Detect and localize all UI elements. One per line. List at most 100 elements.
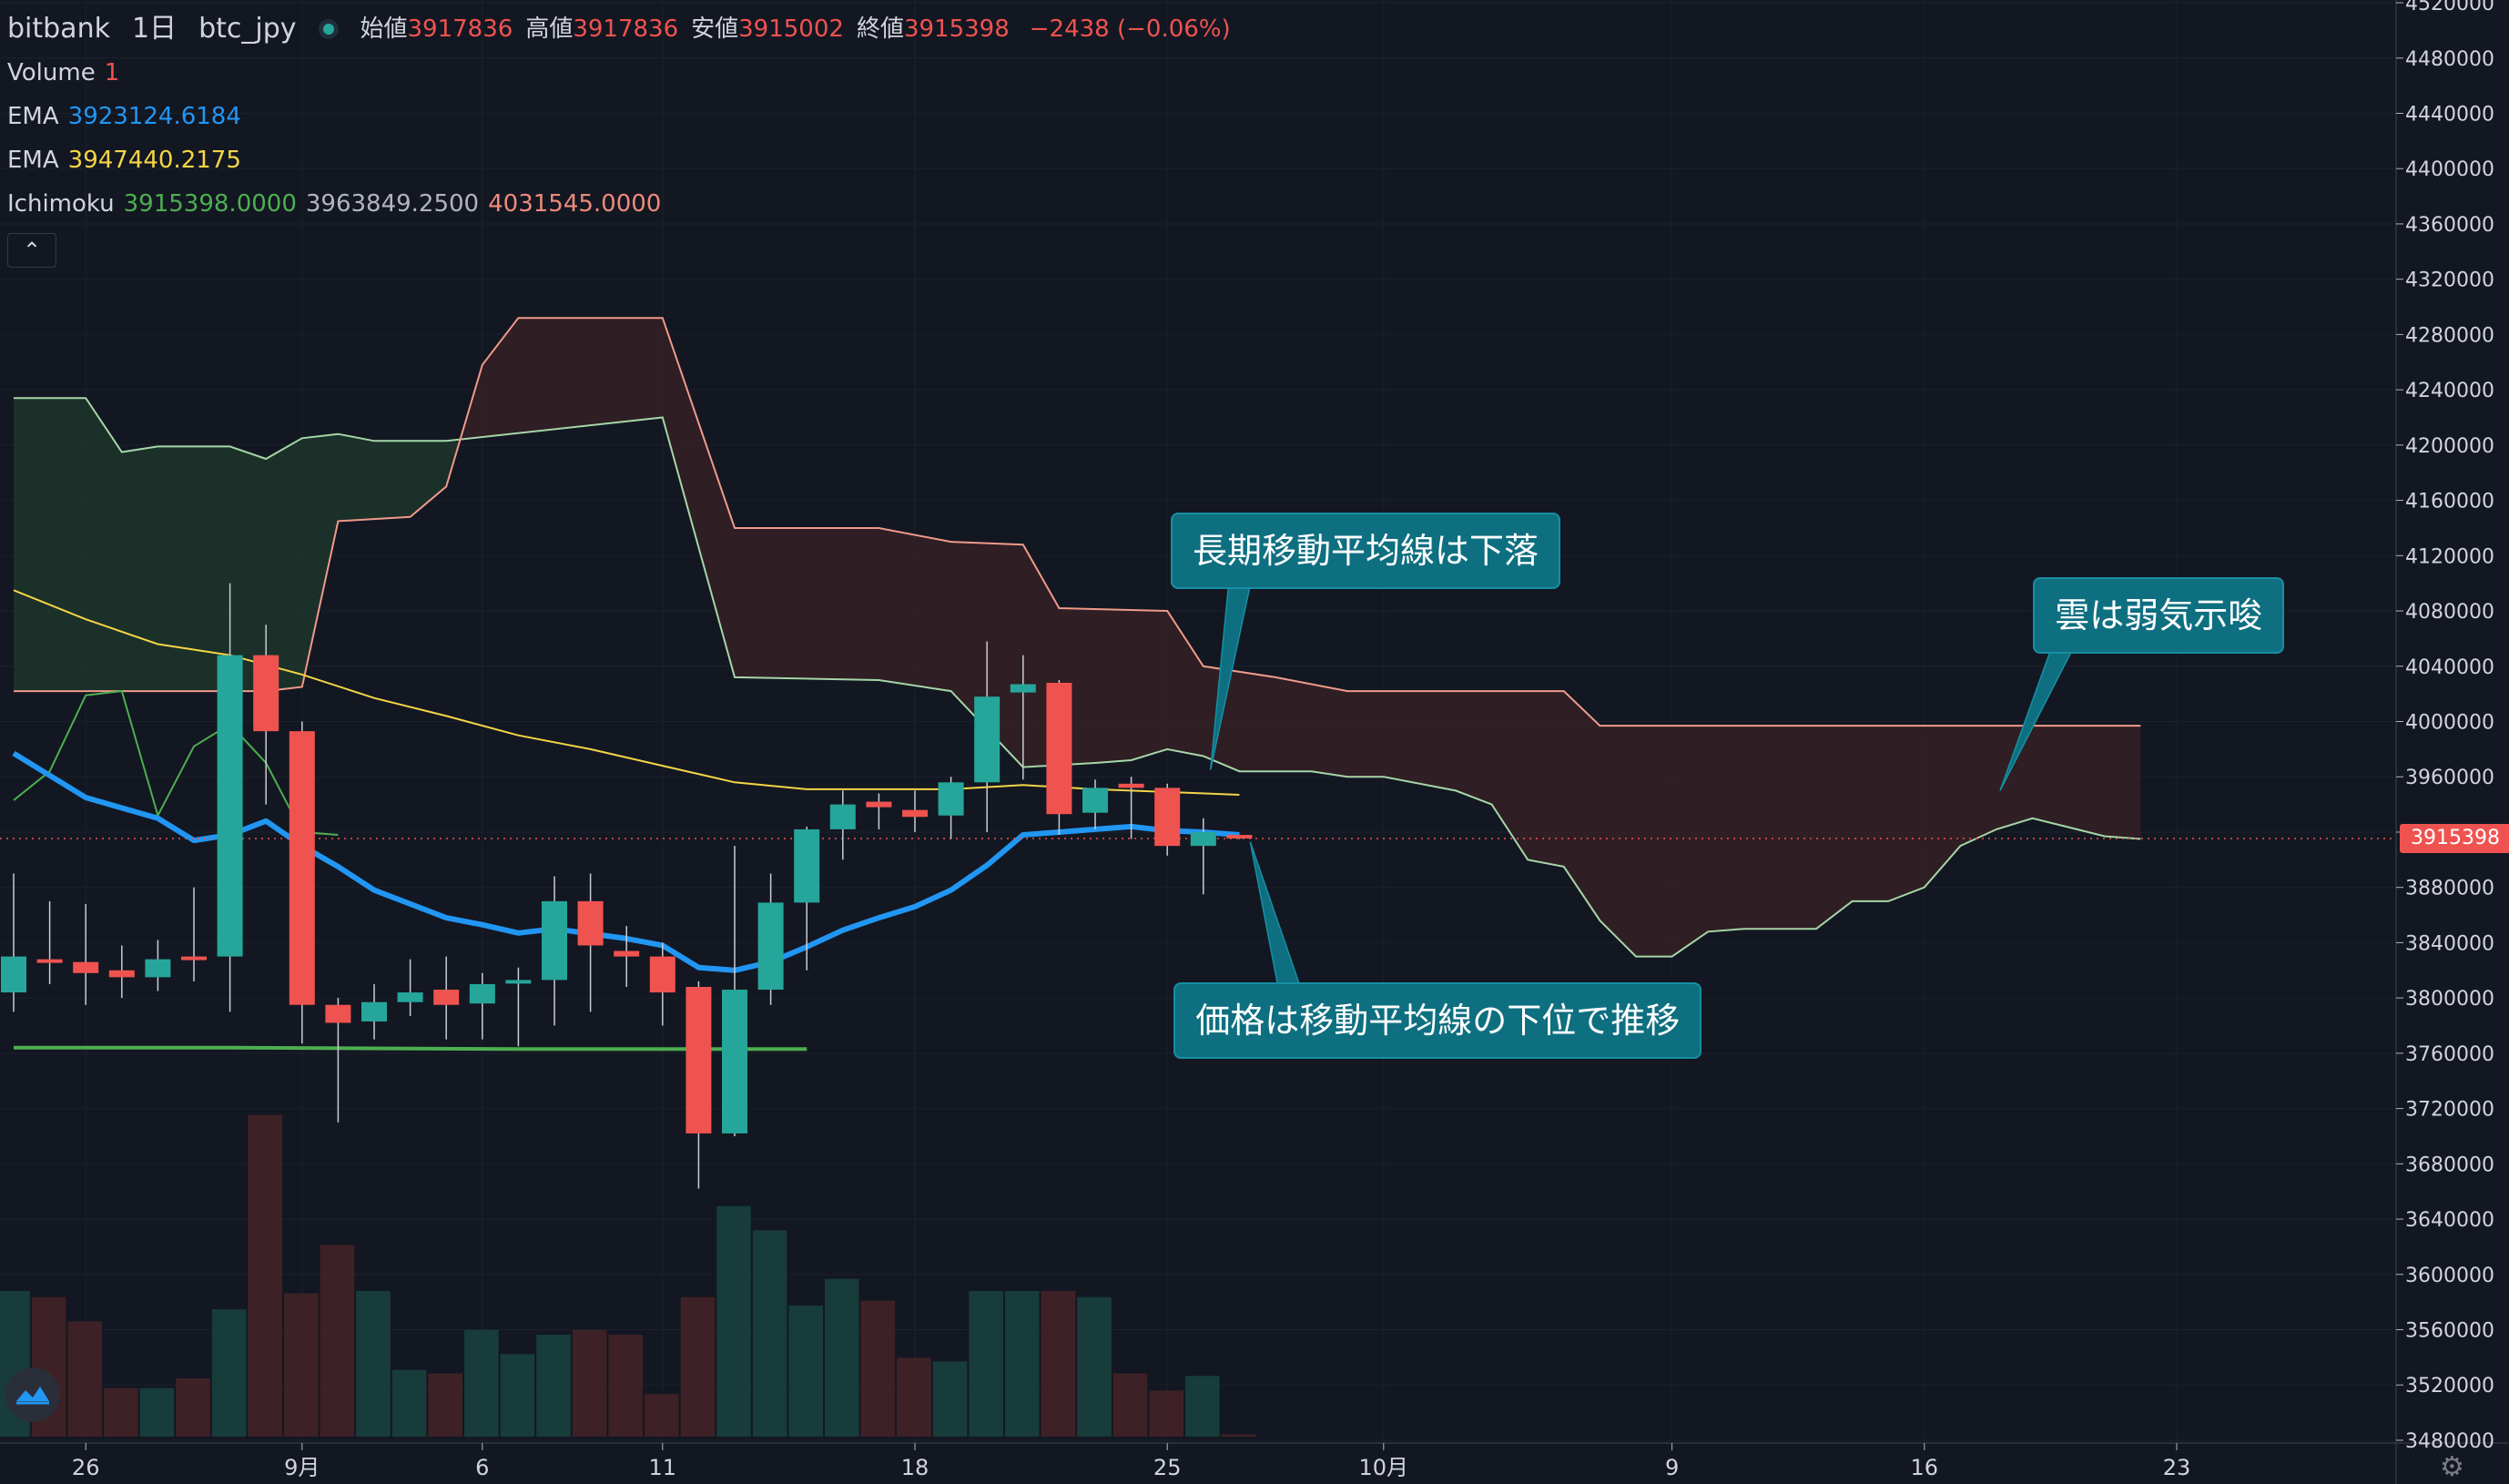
price-change: −2438 (−0.06%)	[1029, 15, 1231, 43]
chevron-up-icon: ⌃	[22, 238, 42, 263]
y-tick-label: 4200000	[2405, 435, 2494, 458]
symbol-interval[interactable]: 1日	[131, 13, 178, 45]
current-price-label: 3915398	[2400, 823, 2509, 853]
volume-bar	[1041, 1291, 1076, 1437]
volume-bar	[897, 1357, 931, 1437]
volume-bar	[428, 1373, 462, 1437]
chikou-span-line	[13, 690, 339, 836]
candle-body	[1, 956, 26, 993]
indicator-row[interactable]: Volume 1	[7, 51, 1231, 95]
symbol-exchange[interactable]: bitbank	[7, 13, 110, 45]
y-tick-label: 3640000	[2405, 1209, 2494, 1232]
indicator-label: EMA	[7, 103, 59, 130]
x-tick-label: 25	[1153, 1455, 1182, 1480]
y-tick-label: 3840000	[2405, 932, 2494, 955]
ichimoku-cloud	[14, 317, 2141, 958]
gear-icon[interactable]: ⚙	[2440, 1451, 2464, 1483]
x-tick-label: 9月	[284, 1455, 320, 1480]
indicator-label: Volume	[7, 59, 96, 86]
volume-bar	[752, 1230, 787, 1437]
candle-body	[1118, 783, 1144, 788]
indicator-row[interactable]: Ichimoku 3915398.0000 3963849.2500 4031545.…	[7, 182, 1231, 226]
logo-icon	[16, 1387, 49, 1405]
candle-body	[397, 992, 423, 1002]
symbol-pair[interactable]: btc_jpy	[198, 13, 297, 45]
candle-body	[614, 950, 640, 957]
volume-bar	[788, 1306, 823, 1437]
y-tick-label: 4240000	[2405, 380, 2494, 402]
volume-bar	[1221, 1434, 1256, 1437]
indicator-value: 3923124.6184	[67, 103, 241, 130]
candle-body	[757, 902, 784, 991]
volume-bar	[464, 1329, 499, 1437]
indicator-legend: Volume 1 EMA 3923124.6184 EMA 3947440.2175 Ich…	[7, 51, 1231, 226]
candles	[1, 583, 1253, 1189]
candle-body	[217, 655, 243, 957]
volume-bar	[645, 1394, 679, 1437]
volume-bar	[860, 1300, 896, 1437]
y-tick-label: 3800000	[2405, 988, 2494, 1011]
volume-bar	[932, 1361, 968, 1437]
annotation-label[interactable]: 長期移動平均線は下落	[1171, 512, 1561, 589]
volume-bar	[1149, 1390, 1183, 1437]
ohlc-value: 3915398	[903, 15, 1010, 43]
volume-bar	[248, 1114, 282, 1437]
ohlc-key: 始値	[360, 15, 408, 43]
candle-body	[542, 900, 567, 981]
x-tick-label: 26	[72, 1455, 100, 1480]
candle-body	[469, 983, 495, 1004]
y-tick-label: 4120000	[2405, 545, 2494, 568]
candle-body	[1226, 834, 1253, 839]
y-tick-label: 3680000	[2405, 1154, 2494, 1176]
candle-body	[866, 801, 892, 808]
y-tick-label: 3760000	[2405, 1043, 2494, 1066]
senkou-span-b-line	[14, 317, 2141, 727]
candle-body	[1190, 831, 1216, 847]
volume-bar	[572, 1329, 607, 1437]
candle-body	[289, 731, 315, 1005]
candle-body	[686, 986, 712, 1133]
collapse-legend-button[interactable]: ⌃	[7, 233, 56, 268]
volume-bar	[104, 1387, 138, 1437]
ohlc-value: 3917836	[407, 15, 513, 43]
candle-body	[829, 804, 856, 829]
ohlc-key: 安値	[691, 15, 739, 43]
volume-bar	[139, 1387, 175, 1437]
volume-bar	[1112, 1373, 1148, 1437]
volume-bar	[67, 1321, 102, 1437]
volume-bar	[969, 1291, 1003, 1437]
x-tick-label: 10月	[1359, 1455, 1409, 1480]
y-tick-label: 4400000	[2405, 158, 2494, 181]
tradingview-logo[interactable]	[5, 1367, 60, 1422]
volume-bar	[356, 1291, 391, 1437]
indicator-label: EMA	[7, 147, 59, 174]
volume-bars	[0, 1114, 1256, 1437]
candle-body	[181, 956, 207, 961]
candle-body	[433, 990, 460, 1005]
indicator-row[interactable]: EMA 3923124.6184	[7, 95, 1231, 138]
y-tick-label: 3560000	[2405, 1320, 2494, 1343]
symbol-row: bitbank 1日 btc_jpy 始値 3917836 高値 3917836 安値 3…	[7, 7, 1231, 51]
candle-body	[1046, 682, 1072, 815]
volume-bar	[500, 1354, 535, 1437]
volume-bar	[608, 1335, 643, 1437]
cloud-area	[457, 318, 2141, 957]
ohlc-value: 3915002	[738, 15, 844, 43]
x-tick-label: 11	[649, 1455, 677, 1480]
annotation-label[interactable]: 雲は弱気示唆	[2033, 577, 2285, 655]
indicator-row[interactable]: EMA 3947440.2175	[7, 138, 1231, 182]
candle-body	[36, 959, 63, 963]
x-tick-label: 23	[2163, 1455, 2191, 1480]
volume-bar	[284, 1293, 319, 1437]
indicator-value: 3915398.0000	[123, 190, 297, 218]
volume-bar	[825, 1278, 859, 1437]
candle-body	[722, 990, 747, 1133]
y-tick-label: 3480000	[2405, 1430, 2494, 1453]
y-tick-label: 4000000	[2405, 712, 2494, 735]
volume-bar	[1185, 1376, 1220, 1437]
annotation-label[interactable]: 価格は移動平均線の下位で推移	[1173, 981, 1702, 1059]
candle-body	[108, 970, 135, 978]
candle-body	[938, 782, 964, 816]
